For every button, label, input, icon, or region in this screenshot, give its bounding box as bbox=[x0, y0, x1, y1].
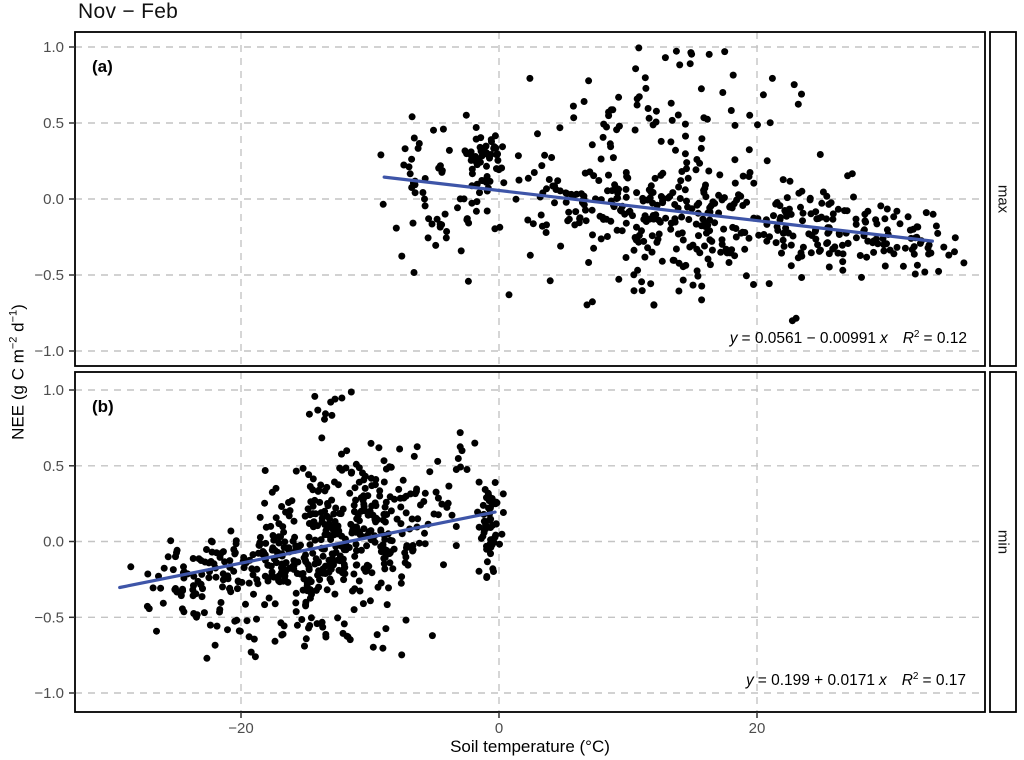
x-axis-label: Soil temperature (°C) bbox=[450, 737, 610, 756]
strip-label-max: max bbox=[994, 184, 1012, 214]
svg-text:0: 0 bbox=[495, 720, 503, 737]
strip-a-box bbox=[989, 31, 1017, 367]
eq-a-r-value: = 0.12 bbox=[923, 330, 967, 348]
eq-a-r-exp: 2 bbox=[913, 329, 920, 340]
scatter-points-a bbox=[377, 44, 968, 325]
panel-b: 1.0 0.5 0.0 −0.5 −1.0 bbox=[34, 371, 1017, 713]
svg-text:1.0: 1.0 bbox=[43, 39, 64, 56]
strip-b-box bbox=[989, 371, 1017, 713]
chart-title: Nov − Feb bbox=[78, 0, 179, 23]
svg-text:0.5: 0.5 bbox=[43, 115, 64, 132]
eq-b-var-x: x bbox=[878, 672, 887, 690]
eq-a-coeffs: = 0.0561 − 0.00991 bbox=[741, 330, 876, 348]
svg-text:0.0: 0.0 bbox=[43, 534, 64, 551]
eq-b-coeffs: = 0.199 + 0.0171 bbox=[757, 672, 875, 690]
panel-a-gridlines bbox=[75, 32, 985, 366]
y-axis-label-mid: d bbox=[8, 322, 28, 337]
eq-b-var-y: y bbox=[745, 672, 754, 690]
y-axis-label: NEE (g C m−2 d−1) bbox=[8, 304, 29, 440]
svg-text:−1.0: −1.0 bbox=[34, 343, 64, 360]
eq-a-var-y: y bbox=[729, 330, 738, 348]
panel-a-y-ticks: 1.0 0.5 0.0 −0.5 −1.0 bbox=[34, 39, 75, 360]
y-axis-label-sup2: −1 bbox=[7, 309, 20, 323]
regression-equation-a: y = 0.0561 − 0.00991 x R2 = 0.12 bbox=[730, 329, 967, 348]
x-axis-ticks: −20 0 20 bbox=[228, 712, 765, 737]
eq-a-var-x: x bbox=[879, 330, 888, 348]
svg-text:1.0: 1.0 bbox=[43, 382, 64, 399]
svg-text:20: 20 bbox=[749, 720, 766, 737]
y-axis-label-text: NEE (g C m bbox=[8, 349, 28, 440]
svg-text:0.5: 0.5 bbox=[43, 458, 64, 475]
scatter-points-b bbox=[127, 388, 507, 662]
svg-text:−0.5: −0.5 bbox=[34, 609, 64, 626]
strip-label-min: min bbox=[994, 529, 1012, 555]
svg-text:−1.0: −1.0 bbox=[34, 685, 64, 702]
svg-text:−20: −20 bbox=[228, 720, 253, 737]
eq-b-r-value: = 0.17 bbox=[922, 672, 966, 690]
panel-a: 1.0 0.5 0.0 −0.5 −1.0 bbox=[34, 31, 1017, 367]
eq-a-r: R bbox=[902, 330, 914, 348]
regression-line-a bbox=[382, 175, 935, 243]
eq-b-r-exp: 2 bbox=[912, 671, 919, 682]
panel-a-label: (a) bbox=[92, 57, 113, 76]
regression-equation-b: y = 0.199 + 0.0171 x R2 = 0.17 bbox=[746, 671, 966, 690]
y-axis-label-post: ) bbox=[8, 304, 28, 310]
eq-b-r: R bbox=[901, 672, 913, 690]
panel-b-y-ticks: 1.0 0.5 0.0 −0.5 −1.0 bbox=[34, 382, 75, 702]
y-axis-label-sup1: −2 bbox=[7, 336, 20, 350]
panel-b-label: (b) bbox=[92, 397, 114, 416]
svg-text:−0.5: −0.5 bbox=[34, 267, 64, 284]
svg-text:0.0: 0.0 bbox=[43, 191, 64, 208]
regression-line-b bbox=[118, 510, 497, 590]
